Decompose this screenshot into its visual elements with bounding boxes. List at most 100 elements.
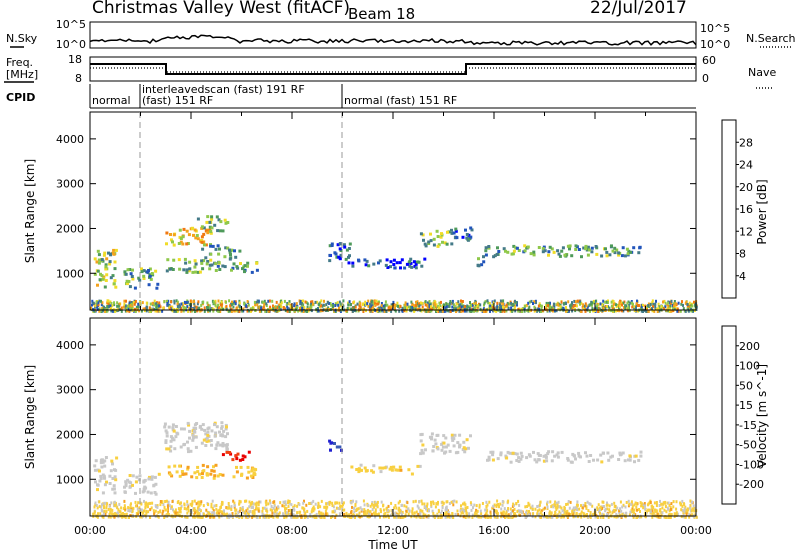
ground-scatter-cell [526,512,529,516]
ground-scatter-cell [509,309,512,313]
ground-scatter-cell [238,304,241,308]
ground-scatter-cell [215,504,218,507]
ground-scatter-cell [171,309,174,313]
ground-scatter-cell [507,516,510,519]
echo-cell [115,456,119,460]
echo-cell [405,262,409,266]
ground-scatter-cell [203,309,206,313]
ground-scatter-cell [606,305,608,309]
colorbar-tick-label: 50 [739,379,753,392]
ground-scatter-cell [575,304,578,308]
ground-scatter-cell [108,304,110,308]
echo-cell [155,286,159,290]
echo-cell [205,262,209,266]
ground-scatter-cell [348,515,351,519]
echo-cell [193,228,197,232]
echo-cell [453,433,457,437]
ground-scatter-cell [675,513,678,517]
echo-cell [109,276,113,280]
echo-cell [556,451,560,455]
ground-scatter-cell [196,302,199,306]
ground-scatter-cell [610,502,613,506]
ground-scatter-cell [495,505,498,508]
ground-scatter-cell [565,512,568,516]
echo-cell [193,265,197,269]
echo-cell [547,253,550,257]
echo-cell [172,429,176,433]
ground-scatter-cell [604,307,607,311]
echo-cell [587,460,591,463]
ground-scatter-cell [539,511,542,515]
echo-cell [236,266,240,270]
ground-scatter-cell [197,513,200,517]
echo-cell [212,469,216,473]
ground-scatter-cell [296,504,299,508]
echo-cell [202,240,206,244]
echo-cell [519,451,523,455]
echo-cell [633,460,636,464]
echo-cell [140,270,144,274]
ground-scatter-cell [110,501,113,505]
ground-scatter-cell [682,303,684,307]
ground-scatter-cell [469,501,472,505]
echo-cell [433,438,437,442]
ground-scatter-cell [389,306,392,310]
echo-cell [360,468,363,472]
ground-scatter-cell [448,515,451,519]
ground-scatter-cell [171,500,174,503]
echo-cell [129,481,133,485]
ground-scatter-cell [444,508,447,512]
ground-scatter-cell [263,299,266,303]
ground-scatter-cell [182,309,185,313]
ground-scatter-cell [98,299,101,303]
ground-scatter-cell [488,515,491,519]
ground-scatter-cell [338,300,341,304]
ground-scatter-cell [323,515,326,519]
noise-tick-left-top: 10^5 [56,18,86,31]
ground-scatter-cell [105,504,108,508]
echo-cell [172,243,176,247]
ground-scatter-cell [332,304,335,308]
ground-scatter-cell [302,506,305,510]
ground-scatter-cell [618,305,621,309]
ground-scatter-cell [576,508,579,512]
echo-cell [137,478,141,482]
ground-scatter-cell [661,511,664,515]
ground-scatter-cell [92,512,95,516]
echo-cell [455,236,459,240]
ground-scatter-cell [465,513,468,517]
ground-scatter-cell [605,300,608,304]
ground-scatter-cell [195,502,198,506]
ground-scatter-cell [306,307,309,311]
echo-cell [140,267,143,271]
ground-scatter-cell [592,309,595,313]
ground-scatter-cell [277,505,280,509]
ground-scatter-cell [310,510,313,514]
ground-scatter-cell [679,309,682,313]
ground-scatter-cell [286,302,289,305]
colorbar-tick-label: 15 [739,399,753,412]
echo-cell [206,260,210,263]
ground-scatter-cell [472,309,474,313]
ground-scatter-cell [406,306,408,310]
echo-cell [101,277,105,281]
ground-scatter-cell [670,299,673,303]
ground-scatter-cell [177,507,180,511]
ground-scatter-cell [315,307,318,311]
echo-cell [450,231,454,235]
echo-cell [184,261,188,265]
ground-scatter-cell [475,309,478,313]
ground-scatter-cell [384,511,387,515]
ground-scatter-cell [428,300,431,303]
ground-scatter-cell [562,513,565,517]
ground-scatter-cell [515,502,518,506]
ground-scatter-cell [521,310,523,313]
ground-scatter-cell [206,301,209,305]
ground-scatter-cell [215,511,218,515]
ground-scatter-cell [221,512,224,516]
ground-scatter-cell [474,306,476,310]
echo-cell [219,433,223,437]
ground-scatter-cell [618,306,620,310]
ground-scatter-cell [193,301,196,305]
ground-scatter-cell [208,304,211,308]
